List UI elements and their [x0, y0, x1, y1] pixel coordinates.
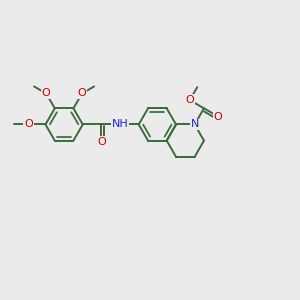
Text: O: O [24, 119, 33, 130]
Text: NH: NH [112, 119, 128, 130]
Text: O: O [42, 88, 51, 98]
Text: O: O [97, 136, 106, 147]
Text: O: O [78, 88, 86, 98]
Text: O: O [214, 112, 223, 122]
Text: O: O [185, 95, 194, 105]
Text: N: N [190, 119, 199, 130]
